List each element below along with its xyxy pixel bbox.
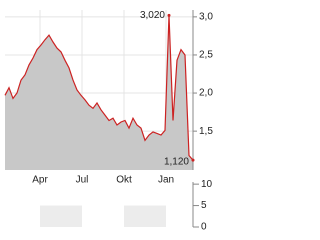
y-tick-label: 0 xyxy=(201,222,207,232)
y-tick-label: 2,5 xyxy=(199,50,213,61)
y-tick-label: 5 xyxy=(201,200,207,211)
y-tick-label: 3,0 xyxy=(199,11,213,22)
x-tick-label: Apr xyxy=(32,175,48,186)
price-line xyxy=(4,15,194,161)
x-tick-label: Okt xyxy=(116,175,132,186)
band xyxy=(40,205,82,227)
value-label: 3,020 xyxy=(140,10,165,21)
y-tick-label: 10 xyxy=(201,179,213,190)
y-tick-label: 1,5 xyxy=(199,126,213,137)
band xyxy=(124,205,166,227)
x-tick-label: Jul xyxy=(76,175,89,186)
x-tick-label: Jan xyxy=(158,175,174,186)
y-tick-label: 2,0 xyxy=(199,88,213,99)
value-marker xyxy=(191,158,195,162)
value-marker xyxy=(167,13,171,17)
value-label: 1,120 xyxy=(164,157,189,168)
area xyxy=(5,15,193,170)
chart: Apr Jul Okt Jan 1,5 2,0 2,5 3,0 3,020 1,120 10 5 0 xyxy=(4,10,213,232)
